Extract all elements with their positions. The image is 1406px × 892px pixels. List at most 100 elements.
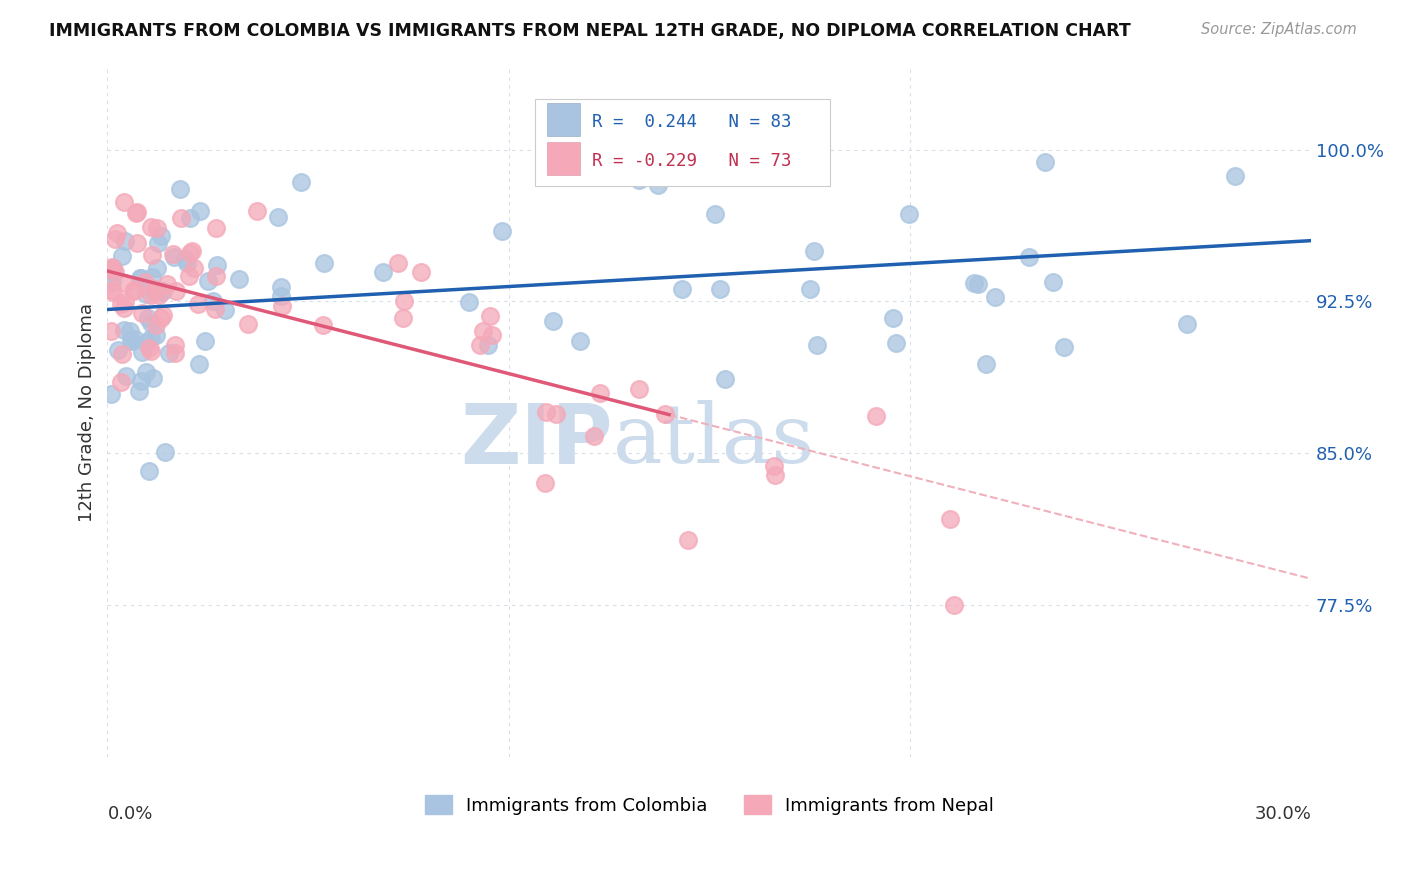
Point xyxy=(124,332,146,346)
Point xyxy=(647,178,669,192)
Point xyxy=(141,270,163,285)
Point xyxy=(152,284,174,298)
Point xyxy=(101,275,124,289)
Point xyxy=(104,265,127,279)
Point xyxy=(628,383,651,397)
Point xyxy=(149,229,172,244)
Point xyxy=(156,277,179,292)
Point xyxy=(392,311,415,326)
Point xyxy=(122,284,145,298)
Point xyxy=(100,283,122,297)
Point xyxy=(129,271,152,285)
Point xyxy=(477,337,499,351)
Point xyxy=(100,324,122,338)
Point xyxy=(157,346,180,360)
Point xyxy=(270,289,292,303)
Point xyxy=(205,221,228,235)
Point xyxy=(136,311,159,326)
Point xyxy=(129,375,152,389)
Point xyxy=(197,274,219,288)
Point xyxy=(127,205,149,219)
Point xyxy=(188,204,211,219)
Point xyxy=(470,338,492,352)
Point xyxy=(704,207,727,221)
Text: IMMIGRANTS FROM COLOMBIA VS IMMIGRANTS FROM NEPAL 12TH GRADE, NO DIPLOMA CORRELA: IMMIGRANTS FROM COLOMBIA VS IMMIGRANTS F… xyxy=(49,22,1130,40)
Point xyxy=(183,261,205,276)
Point xyxy=(135,287,157,301)
Point xyxy=(371,265,394,279)
Point xyxy=(763,458,786,473)
Point xyxy=(967,277,990,291)
Point xyxy=(149,285,172,299)
Point xyxy=(974,357,997,371)
Point xyxy=(110,297,132,311)
Point xyxy=(1018,250,1040,264)
FancyBboxPatch shape xyxy=(534,100,830,186)
Point xyxy=(110,375,132,389)
Point xyxy=(131,345,153,359)
Point xyxy=(136,334,159,349)
Point xyxy=(163,250,186,264)
Point xyxy=(943,598,966,612)
Point xyxy=(882,310,904,325)
Point xyxy=(671,282,693,296)
Point xyxy=(143,282,166,296)
Text: 0.0%: 0.0% xyxy=(107,805,153,823)
Point xyxy=(654,407,676,421)
Point xyxy=(135,365,157,379)
Point xyxy=(187,296,209,310)
Point xyxy=(101,265,124,279)
Point xyxy=(803,244,825,258)
Point xyxy=(125,235,148,250)
Point xyxy=(939,512,962,526)
Point xyxy=(865,409,887,424)
Point xyxy=(146,236,169,251)
Point xyxy=(1042,275,1064,289)
Point xyxy=(676,533,699,547)
Point xyxy=(152,308,174,322)
Point xyxy=(138,464,160,478)
Point xyxy=(898,207,921,221)
Point xyxy=(101,261,124,276)
Point xyxy=(153,444,176,458)
Point xyxy=(984,290,1007,304)
Point xyxy=(100,386,122,401)
Point xyxy=(142,371,165,385)
Point xyxy=(114,276,136,290)
Point xyxy=(1035,154,1057,169)
Point xyxy=(163,337,186,351)
Point xyxy=(179,211,201,225)
Point xyxy=(101,285,124,299)
Point xyxy=(491,224,513,238)
Point xyxy=(312,318,335,332)
Point xyxy=(145,327,167,342)
Point xyxy=(709,282,731,296)
Point xyxy=(173,252,195,266)
Point xyxy=(188,357,211,371)
Point xyxy=(589,386,612,401)
Point xyxy=(107,343,129,357)
Point xyxy=(481,328,503,343)
Point xyxy=(104,232,127,246)
Point xyxy=(165,285,187,299)
Point xyxy=(204,301,226,316)
FancyBboxPatch shape xyxy=(547,103,581,136)
Point xyxy=(312,256,335,270)
Point xyxy=(228,272,250,286)
Point xyxy=(146,221,169,235)
Point xyxy=(763,102,786,116)
Point xyxy=(139,316,162,330)
Point xyxy=(1223,169,1246,183)
Legend: Immigrants from Colombia, Immigrants from Nepal: Immigrants from Colombia, Immigrants fro… xyxy=(416,786,1002,823)
Point xyxy=(139,331,162,345)
Point xyxy=(111,249,134,263)
Point xyxy=(546,407,568,421)
Point xyxy=(394,293,416,308)
Point xyxy=(101,260,124,274)
Point xyxy=(534,405,557,419)
Point xyxy=(763,467,786,482)
Point xyxy=(120,334,142,348)
Point xyxy=(205,258,228,272)
Text: R = -0.229   N = 73: R = -0.229 N = 73 xyxy=(592,153,792,170)
Point xyxy=(145,318,167,333)
